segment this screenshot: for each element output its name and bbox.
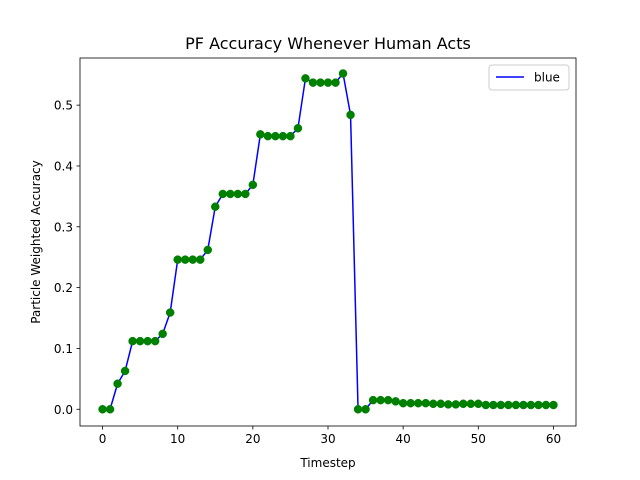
data-point [459, 399, 468, 409]
legend: blue [488, 64, 570, 91]
y-tick-label: 0.3 [54, 220, 73, 234]
data-point [316, 78, 325, 87]
data-point [466, 399, 476, 409]
data-point [203, 245, 213, 255]
data-point [278, 131, 288, 141]
y-tick-label: 0.1 [54, 342, 73, 356]
data-point [226, 189, 235, 199]
x-tick-label: 60 [546, 432, 561, 446]
legend-box [488, 64, 570, 91]
data-point [158, 329, 167, 339]
data-point [368, 395, 378, 405]
data-point [413, 398, 423, 408]
data-point [218, 189, 228, 199]
data-point [113, 379, 122, 388]
data-point [428, 399, 438, 409]
data-point [549, 400, 558, 410]
data-point [323, 78, 333, 87]
data-point [451, 400, 461, 409]
data-point [286, 131, 295, 141]
data-point [188, 255, 197, 264]
chart-title: PF Accuracy Whenever Human Acts [185, 34, 471, 53]
data-point [519, 400, 528, 410]
data-point [331, 78, 340, 87]
x-tick-label: 40 [396, 432, 411, 446]
y-tick-label: 0.4 [54, 159, 73, 173]
data-point [406, 398, 415, 408]
data-point [128, 336, 137, 346]
data-point [504, 400, 513, 410]
data-point [436, 399, 445, 409]
data-point [195, 255, 205, 264]
data-point [150, 336, 160, 346]
x-tick-label: 20 [245, 432, 260, 446]
data-point [308, 78, 318, 87]
data-point [301, 74, 310, 83]
y-tick-label: 0.0 [54, 403, 73, 417]
data-point [534, 400, 543, 410]
x-tick-label: 10 [170, 432, 185, 446]
data-point [256, 130, 265, 139]
data-point [353, 405, 363, 414]
legend-label: blue [534, 71, 560, 85]
data-point [105, 405, 115, 414]
data-point [211, 202, 220, 211]
data-point [233, 189, 243, 199]
data-point [496, 400, 506, 410]
data-point [120, 366, 130, 376]
x-tick-label: 50 [471, 432, 486, 446]
y-tick-label: 0.2 [54, 281, 73, 295]
data-point [293, 124, 303, 133]
data-point [241, 189, 250, 199]
x-tick-label: 0 [99, 432, 107, 446]
data-point [398, 398, 408, 408]
data-point [271, 131, 280, 141]
data-point [143, 336, 152, 346]
data-point [541, 400, 551, 410]
data-point [135, 336, 145, 346]
plot-area: 0 10 20 30 40 50 60 0.0 0.1 0.2 0.3 0.4 0.5 blue [54, 57, 577, 446]
data-point [263, 131, 273, 141]
x-axis-label: Timestep [299, 456, 355, 470]
data-point [474, 399, 483, 409]
data-point [165, 308, 175, 317]
data-point [361, 405, 370, 414]
data-point [481, 400, 491, 410]
data-point [383, 395, 393, 405]
data-point [489, 400, 498, 410]
data-point [376, 395, 385, 405]
data-point [338, 69, 348, 78]
data-point [173, 255, 182, 264]
data-point [421, 398, 430, 408]
data-point [443, 400, 453, 409]
y-tick-label: 0.5 [54, 99, 73, 113]
x-tick-label: 30 [320, 432, 335, 446]
data-point [526, 400, 536, 410]
data-point [511, 400, 521, 410]
data-point [180, 255, 190, 264]
data-point [391, 397, 400, 406]
data-point [346, 110, 355, 120]
data-point [98, 405, 107, 414]
data-point [248, 180, 258, 190]
y-axis-label: Particle Weighted Accuracy [29, 160, 43, 324]
